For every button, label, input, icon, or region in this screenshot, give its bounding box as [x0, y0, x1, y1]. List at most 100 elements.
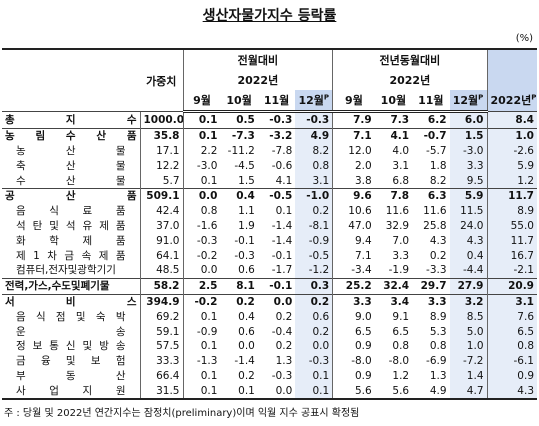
cell: 0.1: [182, 127, 221, 144]
cell: 66.4: [139, 368, 183, 384]
cell: 47.0: [332, 218, 375, 234]
table: 가중치 전월대비 전년동월대비 2022년P 2022년 2022년 9월 10월 11월 12월…: [2, 48, 537, 401]
cell: 0.1: [182, 111, 221, 129]
cell: 0.1: [182, 368, 221, 384]
table-row: 부 동 산 66.4 0.1 0.2 -0.3 0.1 0.9 1.2 1.3 1.4 0.9: [2, 368, 537, 384]
cell: 9.0: [332, 309, 375, 325]
row-label: 공 산 품: [2, 187, 140, 204]
cell: 12.2: [139, 158, 183, 174]
cell: 58.2: [139, 277, 183, 295]
cell: -1.6: [182, 218, 221, 234]
table-row: 제 1 차 금 속 제 품 64.1 -0.2 -0.3 -0.1 -0.5 7.1 3.3 0…: [2, 248, 537, 263]
cell: -8.1: [295, 218, 333, 234]
cell: 0.3: [295, 277, 333, 295]
cell: -1.7: [271, 264, 293, 277]
cell: 59.1: [139, 324, 183, 339]
table-row: 운 송 59.1 -0.9 0.6 -0.4 0.2 6.5 6.5 5.3 5.0 6.5: [2, 324, 537, 339]
cell: 8.4: [486, 111, 537, 129]
cell: 31.5: [139, 383, 183, 401]
cell: -0.3: [271, 369, 293, 382]
header-cell: 전년동월대비: [332, 48, 487, 70]
cell: 9.5: [449, 173, 487, 189]
cell: 29.7: [412, 277, 450, 295]
row-label: 음 식 료 품: [16, 205, 126, 218]
cell: 3.8: [332, 173, 375, 189]
cell: -1.4: [271, 219, 293, 232]
cell: 0.4: [449, 248, 487, 263]
cell: 37.0: [139, 218, 183, 234]
cell: 0.9: [332, 368, 375, 384]
cell: -1.0: [295, 187, 333, 204]
cell: 10.6: [332, 203, 375, 219]
cell: 4.3: [486, 383, 537, 401]
cell: -3.2: [257, 127, 296, 144]
cell: 48.5: [139, 262, 183, 279]
cell: 8.1: [220, 277, 258, 295]
cell: -0.9: [295, 233, 333, 249]
table-row: 석 탄 및 석 유 제 품 37.0 -1.6 1.9 -1.4 -8.1 47.0 32.9…: [2, 218, 537, 234]
table-row: 컴퓨터,전자및광학기기 48.5 0.0 0.6 -1.7 -1.2 -3.4 -1.9 -3.…: [2, 262, 537, 279]
cell: 16.7: [486, 248, 537, 263]
cell: 11.6: [423, 205, 447, 218]
cell: 0.9: [486, 368, 537, 384]
cell: 0.8: [486, 338, 537, 354]
row-label: 농 림 수 산 품: [2, 127, 140, 144]
cell: 3.1: [486, 293, 537, 310]
cell: -2.1: [486, 262, 537, 279]
cell: -1.3: [182, 353, 221, 369]
cell: -7.2: [449, 353, 487, 369]
row-label: 컴퓨터,전자및광학기기: [16, 264, 116, 277]
cell: 4.0: [392, 144, 410, 157]
cell: 0.0: [257, 293, 296, 310]
cell: 0.2: [429, 249, 447, 262]
cell: 7.9: [332, 111, 375, 129]
cell: 0.5: [220, 111, 258, 129]
cell: 7.0: [392, 234, 410, 247]
table-row: 전력,가스,수도및폐기물 58.2 2.5 8.1 -0.1 0.3 25.2 32.4 29.…: [2, 277, 537, 295]
header-row: 9월 10월 11월 12월P 9월 10월 11월 12월P: [2, 90, 537, 113]
cell: 6.5: [486, 324, 537, 339]
cell: 5.9: [486, 158, 537, 174]
cell: 8.5: [449, 309, 487, 325]
row-label: 서 비 스: [2, 293, 140, 310]
cell: 0.4: [238, 310, 255, 323]
cell: 7.8: [374, 187, 413, 204]
table-body: 총 지 수 1000.0 0.1 0.5 -0.3 -0.3 7.9 7.3 6.2 6.0 8.4…: [2, 111, 537, 401]
cell: 0.1: [182, 173, 221, 189]
cell: -0.2: [182, 248, 221, 263]
cell: 32.4: [374, 277, 413, 295]
cell: 1.2: [392, 369, 410, 382]
cell: 3.2: [449, 293, 487, 310]
cell: 0.9: [332, 338, 375, 354]
cell: -0.4: [271, 325, 293, 338]
cell: 0.0: [295, 338, 333, 354]
cell: 7.1: [332, 127, 375, 144]
cell: 0.6: [295, 309, 333, 325]
cell: -2.6: [486, 143, 537, 159]
row-label: 화 학 제 품: [16, 234, 126, 247]
cell: -3.3: [426, 264, 447, 277]
cell: 9.4: [332, 233, 375, 249]
cell: -7.8: [271, 144, 293, 157]
cell: -3.4: [332, 262, 375, 279]
superscript: P: [531, 93, 537, 102]
cell: 24.0: [449, 218, 487, 234]
cell: 7.1: [332, 248, 375, 263]
cell: 3.3: [412, 293, 450, 310]
cell: 0.2: [275, 310, 293, 323]
cell: 5.0: [449, 324, 487, 339]
cell: -7.3: [220, 127, 258, 144]
cell: 0.0: [238, 340, 255, 353]
cell: -0.9: [182, 324, 221, 339]
cell: 0.8: [182, 203, 221, 219]
cell: 1.0: [449, 338, 487, 354]
cell: 0.8: [429, 340, 447, 353]
cell: 42.4: [139, 203, 183, 219]
table-row: 서 비 스 394.9 -0.2 0.2 0.0 0.2 3.3 3.4 3.3 3.2 3.1: [2, 293, 537, 310]
header-cell: 11월: [412, 90, 450, 113]
cell: 55.0: [486, 218, 537, 234]
row-label: 수 산 물: [16, 174, 126, 187]
cell: 3.3: [332, 293, 375, 310]
cell: 2.2: [182, 143, 221, 159]
